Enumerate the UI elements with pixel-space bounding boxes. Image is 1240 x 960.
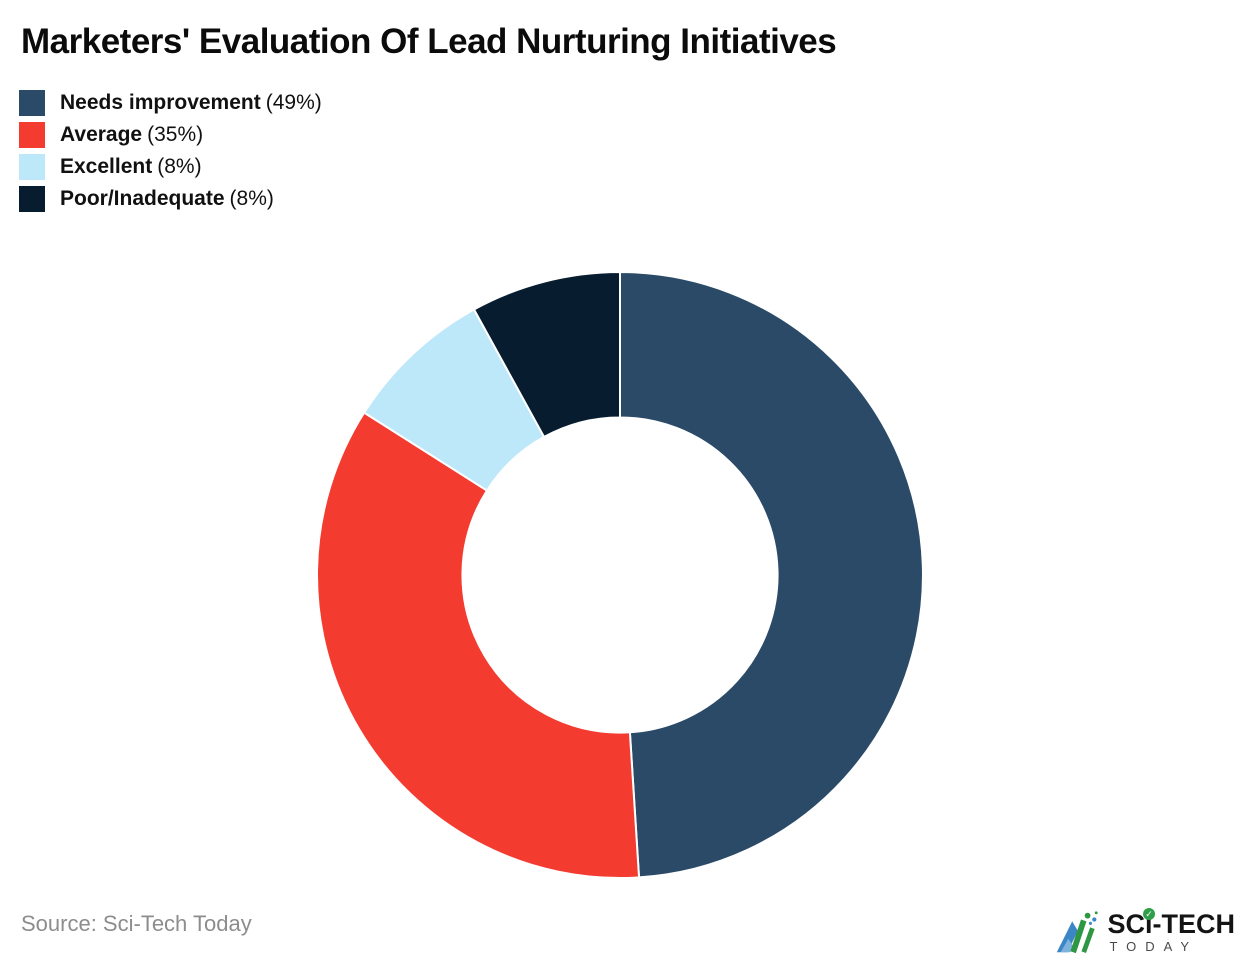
donut-segment-average[interactable] <box>316 411 641 879</box>
legend-item-average[interactable]: Average (35%) <box>19 122 322 148</box>
legend-label: Needs improvement <box>60 91 261 114</box>
sci-tech-logo-mark-icon <box>1057 911 1099 954</box>
sci-tech-logo: SCi ✓ -TECH TODAY <box>1052 907 1235 957</box>
donut-segment-poor-inadequate[interactable] <box>473 271 621 438</box>
legend-label: Average <box>60 123 143 146</box>
legend-value: (35%) <box>147 123 204 146</box>
check-icon: ✓ <box>1142 907 1155 920</box>
legend-swatch-poor-inadequate <box>19 186 45 212</box>
legend-value: (49%) <box>265 91 322 114</box>
legend-swatch-excellent <box>19 154 45 180</box>
chart-title: Marketers' Evaluation Of Lead Nurturing … <box>21 22 837 61</box>
legend-item-needs-improvement[interactable]: Needs improvement (49%) <box>19 90 322 116</box>
logo-brand-text: SCi ✓ -TECH <box>1107 907 1235 939</box>
legend-swatch-average <box>19 122 45 148</box>
donut-segment-needs-improvement[interactable] <box>619 271 924 879</box>
legend-value: (8%) <box>157 155 202 178</box>
logo-subtitle-text: TODAY <box>1109 938 1199 954</box>
source-text: Source: Sci-Tech Today <box>21 911 252 936</box>
donut-chart-svg <box>316 271 924 879</box>
legend-item-poor-inadequate[interactable]: Poor/Inadequate (8%) <box>19 186 322 212</box>
legend-label: Poor/Inadequate <box>60 187 225 210</box>
legend-label: Excellent <box>60 155 153 178</box>
donut-chart <box>310 265 930 885</box>
legend-swatch-needs-improvement <box>19 90 45 116</box>
legend-item-excellent[interactable]: Excellent (8%) <box>19 154 322 180</box>
legend-value: (8%) <box>229 187 274 210</box>
chart-legend: Needs improvement (49%) Average (35%) Exce… <box>19 90 322 212</box>
